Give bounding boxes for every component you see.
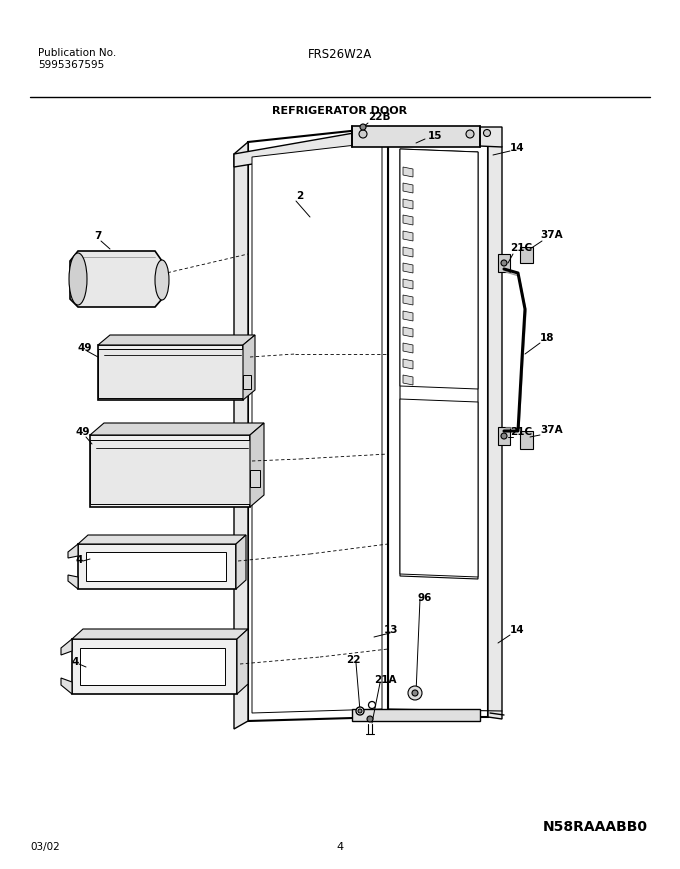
Polygon shape bbox=[250, 470, 260, 488]
Circle shape bbox=[360, 125, 366, 131]
Text: 03/02: 03/02 bbox=[30, 841, 60, 851]
Polygon shape bbox=[68, 575, 78, 589]
Polygon shape bbox=[400, 149, 478, 389]
Text: 49: 49 bbox=[76, 427, 90, 436]
Polygon shape bbox=[403, 312, 413, 322]
Polygon shape bbox=[400, 149, 478, 580]
Polygon shape bbox=[403, 200, 413, 209]
Polygon shape bbox=[388, 128, 502, 148]
Text: 2: 2 bbox=[296, 191, 303, 201]
Text: N58RAAABB0: N58RAAABB0 bbox=[543, 819, 648, 833]
Ellipse shape bbox=[69, 254, 87, 306]
Text: 15: 15 bbox=[428, 131, 443, 141]
Polygon shape bbox=[72, 640, 237, 694]
Polygon shape bbox=[403, 168, 413, 178]
Text: REFRIGERATOR DOOR: REFRIGERATOR DOOR bbox=[273, 106, 407, 116]
Circle shape bbox=[408, 687, 422, 700]
Polygon shape bbox=[98, 335, 255, 346]
Polygon shape bbox=[68, 544, 78, 559]
Polygon shape bbox=[248, 128, 388, 721]
Text: 4: 4 bbox=[72, 656, 80, 667]
Circle shape bbox=[359, 131, 367, 139]
Circle shape bbox=[412, 690, 418, 696]
Text: 37A: 37A bbox=[540, 425, 562, 434]
Text: Publication No.: Publication No. bbox=[38, 48, 116, 58]
Text: 7: 7 bbox=[94, 231, 101, 241]
Polygon shape bbox=[498, 428, 510, 446]
Polygon shape bbox=[403, 375, 413, 386]
Polygon shape bbox=[403, 248, 413, 258]
Polygon shape bbox=[90, 441, 250, 504]
Polygon shape bbox=[403, 360, 413, 369]
Circle shape bbox=[358, 709, 362, 713]
Text: FRS26W2A: FRS26W2A bbox=[308, 48, 372, 61]
Polygon shape bbox=[61, 640, 72, 655]
Polygon shape bbox=[403, 232, 413, 242]
Polygon shape bbox=[520, 248, 533, 263]
Polygon shape bbox=[403, 328, 413, 338]
Circle shape bbox=[356, 707, 364, 715]
Polygon shape bbox=[403, 343, 413, 354]
Polygon shape bbox=[388, 128, 488, 717]
Circle shape bbox=[369, 701, 375, 709]
Text: 5995367595: 5995367595 bbox=[38, 60, 104, 70]
Polygon shape bbox=[234, 128, 388, 168]
Polygon shape bbox=[352, 709, 480, 721]
Polygon shape bbox=[352, 127, 480, 148]
Text: 14: 14 bbox=[510, 143, 525, 153]
Circle shape bbox=[501, 261, 507, 267]
Polygon shape bbox=[78, 535, 246, 544]
Polygon shape bbox=[488, 133, 502, 720]
Polygon shape bbox=[61, 678, 72, 694]
Polygon shape bbox=[80, 648, 225, 686]
Polygon shape bbox=[234, 143, 248, 729]
Text: 21A: 21A bbox=[374, 674, 396, 684]
Polygon shape bbox=[90, 423, 264, 435]
Circle shape bbox=[483, 130, 490, 137]
Polygon shape bbox=[98, 346, 243, 401]
Ellipse shape bbox=[155, 261, 169, 301]
Polygon shape bbox=[90, 435, 250, 507]
Text: 21C: 21C bbox=[510, 427, 532, 436]
Polygon shape bbox=[403, 263, 413, 274]
Polygon shape bbox=[250, 423, 264, 507]
Polygon shape bbox=[403, 183, 413, 194]
Text: 37A: 37A bbox=[540, 229, 562, 240]
Text: 96: 96 bbox=[418, 593, 432, 602]
Polygon shape bbox=[243, 375, 251, 389]
Text: 13: 13 bbox=[384, 624, 398, 634]
Text: 18: 18 bbox=[540, 333, 554, 342]
Polygon shape bbox=[520, 432, 533, 449]
Circle shape bbox=[501, 434, 507, 440]
Polygon shape bbox=[236, 535, 246, 589]
Text: 22: 22 bbox=[346, 654, 360, 664]
Polygon shape bbox=[403, 280, 413, 289]
Polygon shape bbox=[86, 553, 226, 581]
Polygon shape bbox=[243, 335, 255, 401]
Text: 4: 4 bbox=[337, 841, 343, 851]
Text: 14: 14 bbox=[510, 624, 525, 634]
Polygon shape bbox=[78, 544, 236, 589]
Polygon shape bbox=[237, 629, 248, 694]
Text: 22B: 22B bbox=[368, 112, 390, 122]
Polygon shape bbox=[98, 349, 243, 399]
Polygon shape bbox=[400, 400, 478, 577]
Polygon shape bbox=[403, 295, 413, 306]
Text: 49: 49 bbox=[78, 342, 92, 353]
Text: 4: 4 bbox=[76, 554, 84, 564]
Polygon shape bbox=[403, 216, 413, 226]
Text: 21C: 21C bbox=[510, 242, 532, 253]
Polygon shape bbox=[498, 255, 510, 273]
Polygon shape bbox=[70, 252, 162, 308]
Polygon shape bbox=[252, 143, 382, 713]
Circle shape bbox=[466, 131, 474, 139]
Polygon shape bbox=[72, 629, 248, 640]
Circle shape bbox=[367, 716, 373, 722]
